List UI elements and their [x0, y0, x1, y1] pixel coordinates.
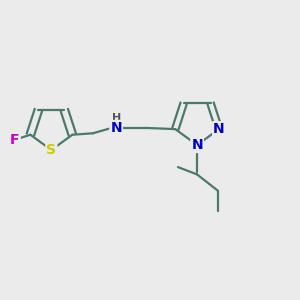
- Text: N: N: [110, 121, 122, 135]
- Text: H: H: [112, 112, 121, 123]
- Text: N: N: [191, 138, 203, 152]
- Text: N: N: [213, 122, 225, 136]
- Text: F: F: [10, 133, 20, 147]
- Text: S: S: [46, 143, 56, 157]
